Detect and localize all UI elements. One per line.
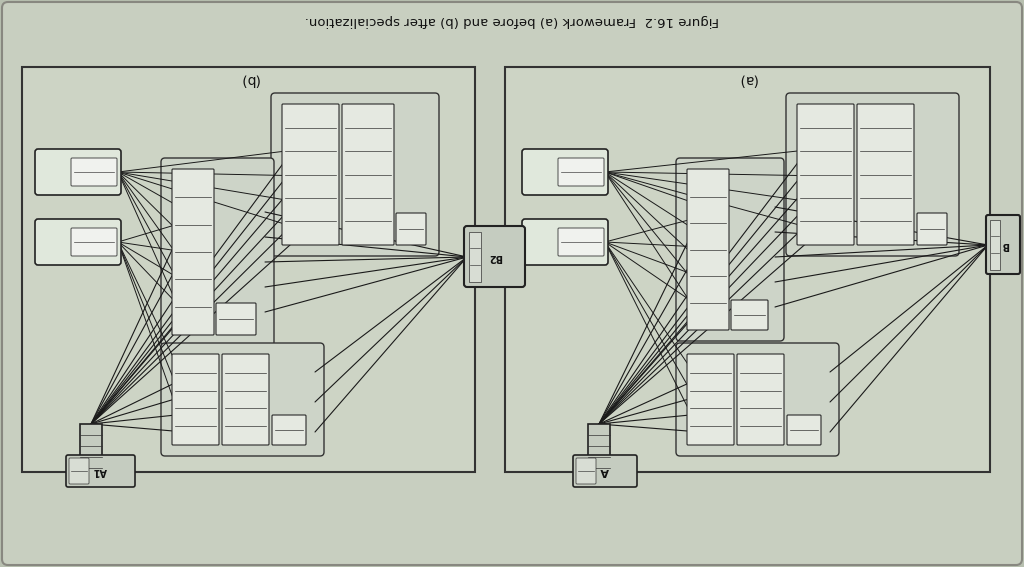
- Bar: [22, 67, 475, 472]
- FancyBboxPatch shape: [272, 415, 306, 445]
- FancyBboxPatch shape: [522, 219, 608, 265]
- FancyBboxPatch shape: [35, 149, 121, 195]
- FancyBboxPatch shape: [66, 455, 135, 487]
- Text: Figure 16.2  Framework (a) before and (b) after specialization.: Figure 16.2 Framework (a) before and (b)…: [305, 14, 719, 27]
- FancyBboxPatch shape: [857, 104, 914, 245]
- FancyBboxPatch shape: [71, 158, 117, 186]
- FancyBboxPatch shape: [986, 215, 1020, 274]
- FancyBboxPatch shape: [575, 458, 596, 484]
- FancyBboxPatch shape: [464, 226, 525, 287]
- FancyBboxPatch shape: [731, 300, 768, 330]
- FancyBboxPatch shape: [786, 93, 959, 256]
- FancyBboxPatch shape: [396, 213, 426, 245]
- FancyBboxPatch shape: [558, 158, 604, 186]
- Bar: [80, 424, 102, 479]
- FancyBboxPatch shape: [69, 458, 89, 484]
- Text: (a): (a): [737, 72, 758, 86]
- FancyBboxPatch shape: [216, 303, 256, 335]
- Text: B: B: [1001, 240, 1009, 250]
- Bar: [505, 67, 990, 472]
- FancyBboxPatch shape: [787, 415, 821, 445]
- FancyBboxPatch shape: [558, 228, 604, 256]
- FancyBboxPatch shape: [676, 343, 839, 456]
- FancyBboxPatch shape: [161, 158, 274, 346]
- FancyBboxPatch shape: [687, 169, 729, 330]
- FancyBboxPatch shape: [573, 455, 637, 487]
- FancyBboxPatch shape: [172, 354, 219, 445]
- Text: A: A: [601, 466, 609, 476]
- Text: B2: B2: [488, 252, 502, 262]
- FancyBboxPatch shape: [282, 104, 339, 245]
- FancyBboxPatch shape: [271, 93, 439, 256]
- FancyBboxPatch shape: [35, 219, 121, 265]
- FancyBboxPatch shape: [797, 104, 854, 245]
- FancyBboxPatch shape: [172, 169, 214, 335]
- FancyBboxPatch shape: [71, 228, 117, 256]
- FancyBboxPatch shape: [687, 354, 734, 445]
- FancyBboxPatch shape: [918, 213, 947, 245]
- FancyBboxPatch shape: [676, 158, 784, 341]
- Text: (b): (b): [239, 72, 258, 86]
- FancyBboxPatch shape: [522, 149, 608, 195]
- Bar: [588, 424, 610, 479]
- Bar: [990, 220, 1000, 270]
- FancyBboxPatch shape: [161, 343, 324, 456]
- FancyBboxPatch shape: [222, 354, 269, 445]
- Bar: [469, 232, 481, 282]
- Text: A1: A1: [93, 466, 108, 476]
- FancyBboxPatch shape: [737, 354, 784, 445]
- FancyBboxPatch shape: [342, 104, 394, 245]
